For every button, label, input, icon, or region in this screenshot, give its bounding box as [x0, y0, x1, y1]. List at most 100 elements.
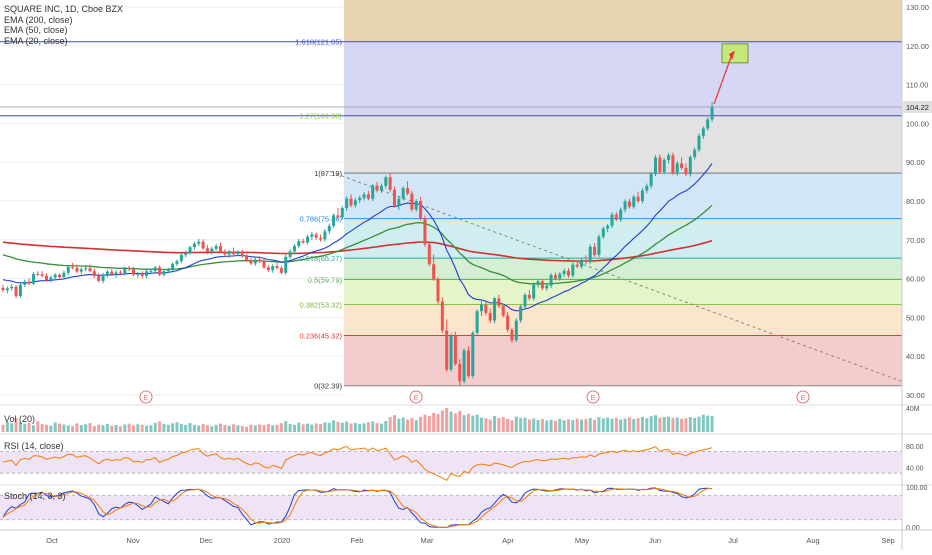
earnings-marker [139, 390, 153, 404]
volume-bar [97, 424, 101, 432]
candle-body [527, 294, 531, 299]
candle-body [397, 198, 401, 206]
candle-body [284, 256, 288, 273]
candle [136, 272, 140, 278]
candle-body [358, 197, 362, 201]
volume-bar [197, 425, 201, 432]
candle-body [158, 267, 162, 275]
candle [253, 257, 257, 266]
price-axis[interactable]: 130.00 120.00 110.00 100.00 90.00 80.00 70.00 6… [901, 0, 932, 550]
volume-bar [493, 416, 497, 432]
legend-ema-200[interactable]: EMA (200, close) [4, 14, 73, 25]
candle-body [688, 157, 692, 175]
candle-body [349, 198, 353, 206]
candle [567, 268, 570, 278]
volume-bar [358, 424, 362, 432]
candle [66, 265, 70, 276]
volume-bar [406, 419, 410, 432]
candle [266, 265, 270, 273]
volume-bar [292, 424, 296, 432]
candle-body [145, 271, 149, 276]
volume-bar [362, 423, 366, 432]
rsi-pane-label[interactable]: RSI (14, close) [4, 441, 64, 451]
candle-body [288, 251, 292, 257]
volume-bar [575, 418, 579, 432]
candle-body [262, 261, 266, 268]
candle [214, 244, 218, 251]
volume-bar [262, 425, 266, 432]
candle-body [401, 188, 405, 199]
candle [532, 282, 536, 301]
candle-body [110, 271, 114, 275]
candle [527, 290, 531, 301]
candle [179, 253, 183, 264]
volume-bar [105, 424, 109, 432]
candle-body [62, 272, 66, 278]
earnings-marker [796, 390, 810, 404]
candle [18, 282, 22, 298]
price-axis-bg [902, 0, 932, 550]
candle-body [697, 135, 701, 150]
candle-body [501, 305, 505, 316]
volume-bar [480, 417, 483, 432]
candle-body [101, 274, 105, 281]
candle-body [97, 275, 101, 281]
volume-bar [101, 425, 105, 432]
volume-bar [445, 408, 449, 432]
volume-bar [301, 424, 305, 432]
candle-body [497, 298, 501, 306]
volume-bar [158, 421, 162, 432]
volume-bar [701, 414, 705, 432]
volume-bar [353, 422, 357, 432]
candle-body [562, 270, 566, 274]
volume-bar [127, 423, 131, 432]
candle-body [75, 267, 79, 272]
volume-bar [475, 414, 479, 432]
candle-body [236, 251, 240, 255]
time-tick-label: Aug [806, 536, 819, 545]
candle-body [245, 256, 249, 261]
volume-bar [484, 418, 488, 432]
candle-body [619, 209, 623, 220]
price-tick-label: 40.00 [906, 352, 925, 361]
candle [506, 311, 510, 333]
candle-body [5, 288, 9, 291]
fib-level-label: 0.618(65.27) [299, 254, 342, 263]
volume-bar [640, 416, 644, 432]
candle [306, 234, 309, 245]
volume-bar [562, 420, 566, 432]
candle [453, 331, 457, 366]
candle [514, 318, 518, 343]
candle [654, 155, 657, 177]
volume-bar [110, 425, 114, 432]
stoch-pane-label[interactable]: Stoch (14, 3, 3) [4, 491, 66, 501]
volume-pane-label[interactable]: Vol (20) [4, 414, 36, 424]
candle-body [584, 259, 588, 262]
fib-zone [344, 258, 902, 280]
candle-body [88, 268, 92, 272]
candle-body [545, 285, 549, 289]
candle-body [36, 273, 40, 275]
candle-body [701, 128, 705, 136]
candle-body [1, 287, 5, 291]
price-tick-label: 50.00 [906, 313, 925, 322]
earnings-marker-label: E [414, 395, 419, 402]
legend-ema-50[interactable]: EMA (50, close) [4, 25, 68, 35]
time-tick-label: Feb [351, 536, 364, 545]
time-axis[interactable]: Oct Nov Dec 2020 Feb Mar Apr May Jun Jul Aug Sep [0, 529, 932, 545]
candle-body [332, 215, 336, 226]
volume-bar [279, 423, 283, 432]
chart-title[interactable]: SQUARE INC, 1D, Cboe BZX [4, 4, 124, 14]
candle [497, 294, 501, 309]
legend-ema-20[interactable]: EMA (20, close) [4, 35, 68, 46]
candle [484, 302, 488, 316]
volume-bar [588, 418, 592, 432]
fib-zone-top [344, 0, 902, 42]
candle-body [410, 193, 414, 210]
volume-bar [171, 423, 175, 432]
volume-bar [10, 423, 14, 432]
candle [632, 194, 636, 209]
candle [232, 247, 236, 257]
candle [240, 249, 244, 258]
candle-body [645, 185, 649, 191]
